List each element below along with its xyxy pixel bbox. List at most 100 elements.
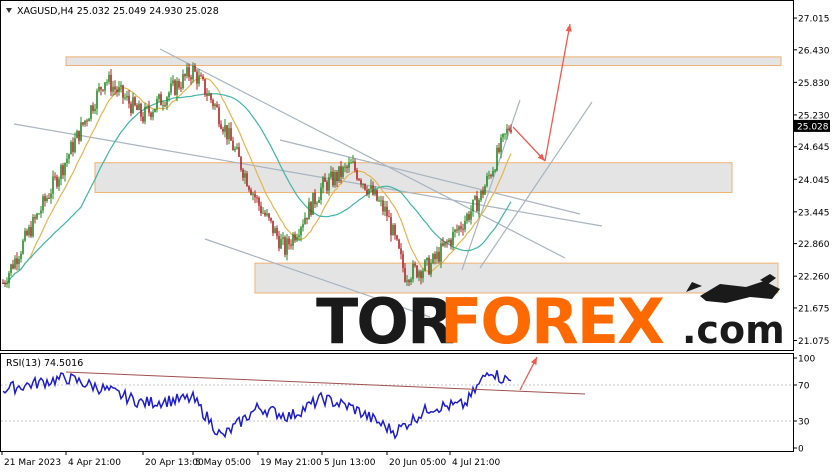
candle-body xyxy=(320,187,322,200)
price-tick-label: 21.075 xyxy=(798,337,830,347)
candle-body xyxy=(318,199,320,203)
candle-body xyxy=(208,93,210,96)
candle-body xyxy=(166,97,168,106)
candle-body xyxy=(212,100,214,107)
candle-body xyxy=(344,166,346,168)
candle-body xyxy=(186,67,188,77)
candle-body xyxy=(156,99,158,109)
dropdown-triangle-icon[interactable] xyxy=(6,8,12,13)
candle-body xyxy=(64,163,66,176)
candle-body xyxy=(46,198,48,202)
candle-body xyxy=(14,258,16,269)
rsi-line xyxy=(2,370,512,440)
candle-body xyxy=(26,230,28,236)
candle-body xyxy=(358,179,360,181)
candle-body xyxy=(478,199,480,212)
candle-body xyxy=(98,86,100,91)
candle-body xyxy=(306,217,308,220)
candle-body xyxy=(76,130,78,139)
trend-line xyxy=(479,101,593,269)
candle-body xyxy=(276,228,278,236)
bull-bear-logo xyxy=(686,274,780,303)
candle-body xyxy=(418,271,420,278)
price-tick-label: 23.445 xyxy=(798,208,830,218)
candle-body xyxy=(314,192,316,205)
rsi-indicator xyxy=(1,370,793,440)
candle-body xyxy=(44,196,46,202)
price-tick-label: 25.830 xyxy=(798,79,830,89)
candle-body xyxy=(374,189,376,195)
candle-body xyxy=(148,106,150,113)
candle-body xyxy=(228,128,230,140)
candle-body xyxy=(2,282,4,284)
time-tick-label: 5 May 05:00 xyxy=(195,458,251,468)
watermark-text-suffix: .com xyxy=(682,308,785,352)
candle-body xyxy=(224,125,226,132)
candle-body xyxy=(126,95,128,98)
candle-body xyxy=(142,116,144,122)
candle-body xyxy=(424,260,426,271)
candle-body xyxy=(272,220,274,234)
candle-body xyxy=(192,65,194,80)
candle-body xyxy=(196,71,198,84)
candle-body xyxy=(508,128,510,131)
candle-body xyxy=(502,133,504,138)
trend-line xyxy=(13,123,603,227)
candle-body xyxy=(510,130,512,133)
price-tick-label: 22.860 xyxy=(798,240,830,250)
price-zone xyxy=(65,56,782,67)
rsi-pane-frame xyxy=(0,353,794,452)
candle-body xyxy=(222,128,224,132)
candle-body xyxy=(136,105,138,111)
candle-body xyxy=(470,211,472,220)
candle-body xyxy=(100,86,102,90)
candle-body xyxy=(94,108,96,112)
candle-body xyxy=(326,181,328,191)
moving-averages xyxy=(2,76,512,285)
ma-slow-line xyxy=(2,92,512,285)
candle-body xyxy=(252,193,254,195)
candle-body xyxy=(154,108,156,113)
candle-body xyxy=(386,206,388,217)
candle-body xyxy=(426,257,428,261)
candle-body xyxy=(436,251,438,260)
candle-body xyxy=(110,74,112,92)
candle-body xyxy=(270,217,272,221)
candle-body xyxy=(86,120,88,122)
candle-body xyxy=(410,279,412,283)
candle-body xyxy=(202,76,204,80)
rsi-trend-line xyxy=(65,371,586,395)
current-price-marker xyxy=(794,119,830,132)
candle-body xyxy=(92,105,94,112)
candle-body xyxy=(8,272,10,284)
candle-body xyxy=(330,171,332,178)
candle-body xyxy=(102,89,104,91)
candle-body xyxy=(498,147,500,153)
candle-body xyxy=(328,177,330,191)
candle-body xyxy=(190,77,192,80)
candle-body xyxy=(180,87,182,89)
candle-body xyxy=(78,130,80,141)
candle-body xyxy=(214,104,216,107)
candle-body xyxy=(420,271,422,279)
trend-line xyxy=(204,238,431,318)
candle-body xyxy=(74,138,76,152)
candle-body xyxy=(16,258,18,265)
candle-body xyxy=(404,267,406,282)
candle-body xyxy=(30,226,32,237)
candle-body xyxy=(178,80,180,88)
candle-body xyxy=(458,226,460,231)
candle-body xyxy=(6,283,8,285)
candle-body xyxy=(340,166,342,177)
candle-body xyxy=(406,280,408,282)
candle-body xyxy=(172,80,174,84)
candle-body xyxy=(490,175,492,177)
watermark: TOR FOREX .com xyxy=(316,274,785,358)
candle-body xyxy=(158,94,160,100)
candle-body xyxy=(194,65,196,72)
candle-body xyxy=(378,200,380,202)
candle-body xyxy=(56,176,58,187)
time-tick-label: 4 Jul 21:00 xyxy=(452,458,501,468)
price-zone xyxy=(94,162,733,194)
candle-body xyxy=(416,265,418,278)
